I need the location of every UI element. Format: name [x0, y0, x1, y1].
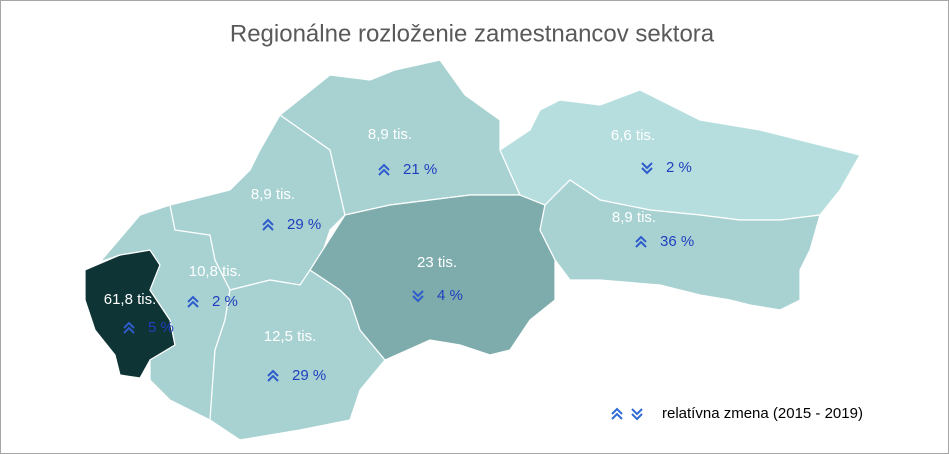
region-change: 36 %	[660, 233, 694, 250]
regions	[84, 59, 861, 441]
region-change: 4 %	[437, 287, 463, 304]
region-change: 2 %	[666, 159, 692, 176]
region-change: 29 %	[287, 216, 321, 233]
region-value: 23 tis.	[417, 254, 457, 271]
region	[539, 179, 821, 311]
region-change: 2 %	[212, 293, 238, 310]
region-value: 12,5 tis.	[264, 328, 317, 345]
region-value: 61,8 tis.	[104, 291, 157, 308]
region-change: 29 %	[292, 367, 326, 384]
region-value: 8,9 tis.	[612, 209, 656, 226]
legend-down-icon	[631, 408, 643, 421]
region-value: 8,9 tis.	[251, 186, 295, 203]
change-icon	[378, 163, 390, 176]
region-value: 6,6 tis.	[611, 127, 655, 144]
change-icon	[267, 369, 279, 382]
region	[309, 194, 556, 361]
region	[169, 114, 346, 291]
region-change: 5 %	[148, 319, 174, 336]
region	[209, 269, 386, 441]
change-icon	[635, 235, 647, 248]
region-value: 10,8 tis.	[189, 263, 242, 280]
legend: relatívna zmena (2015 - 2019)	[611, 405, 863, 422]
labels: 61,8 tis. 5 % 10,8 tis. 2 % 8,9 tis. 29 % 8,9 …	[104, 126, 694, 384]
change-icon	[187, 295, 199, 308]
region-change: 21 %	[403, 161, 437, 178]
change-icon	[123, 321, 135, 334]
legend-text: relatívna zmena (2015 - 2019)	[662, 405, 863, 422]
region-value: 8,9 tis.	[368, 126, 412, 143]
legend-up-icon	[611, 407, 623, 420]
change-icon	[262, 218, 274, 231]
change-icon	[412, 290, 424, 303]
change-icon	[641, 162, 653, 175]
map-title: Regionálne rozloženie zamestnancov sekto…	[230, 20, 715, 47]
